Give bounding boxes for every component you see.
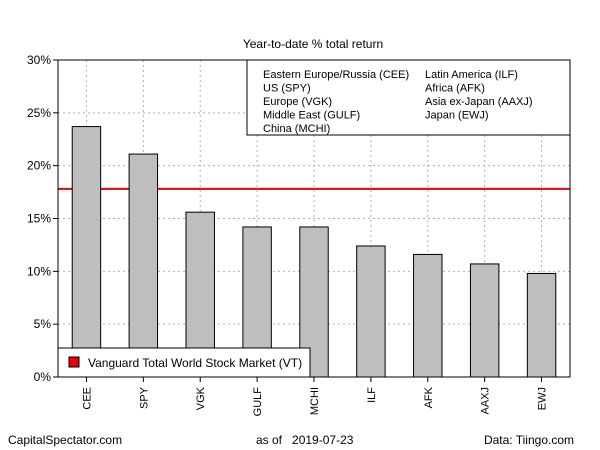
y-tick-label: 20% [27, 159, 51, 173]
y-tick-label: 25% [27, 106, 51, 120]
chart-title: Year-to-date % total return [243, 37, 383, 51]
bar-aaxj [469, 263, 500, 378]
bar-ewj [526, 272, 557, 378]
legend-top-box [246, 59, 571, 136]
legend-label-vt: Vanguard Total World Stock Market (VT) [88, 356, 302, 370]
legend-entry: Middle East (GULF) [263, 110, 360, 122]
x-tick-label: AAXJ [480, 387, 492, 415]
footer-data-source: Data: Tiingo.com [483, 433, 574, 447]
bar-ilf [356, 245, 386, 378]
legend-swatch-vt [68, 356, 80, 368]
x-tick-label: CEE [81, 387, 93, 410]
x-tick-label: VGK [195, 386, 207, 410]
y-tick-label: 10% [27, 264, 51, 278]
footer-date-value: 2019-07-23 [292, 433, 354, 447]
y-tick-label: 0% [34, 370, 52, 384]
x-tick-label: EWJ [537, 387, 549, 410]
footer-date: as of 2019-07-23 [256, 433, 353, 447]
bar-cee [71, 126, 102, 378]
x-tick-label: ILF [366, 387, 378, 403]
legend-entry: Eastern Europe/Russia (CEE) [263, 69, 409, 81]
legend-entry: Africa (AFK) [425, 83, 485, 95]
legend-entry: Asia ex-Japan (AAXJ) [425, 96, 533, 108]
y-tick-label: 15% [27, 212, 51, 226]
y-tick-label: 5% [34, 317, 52, 331]
axes: 0% 5% 10% 15% 20% 25% 30% CEE SPY VGK GULF MCHI ILF A… [27, 53, 571, 417]
footer-source-site: CapitalSpectator.com [8, 433, 123, 447]
x-tick-label: AFK [423, 386, 435, 408]
footer-date-prefix: as of [256, 433, 283, 447]
legend-entry: China (MCHI) [263, 123, 330, 135]
x-tick-label: SPY [138, 386, 150, 409]
x-tick-label: GULF [252, 387, 264, 417]
legend-bottom: Vanguard Total World Stock Market (VT) [57, 347, 311, 378]
bar-afk [413, 253, 443, 378]
legend-entry: US (SPY) [263, 83, 311, 95]
bar-spy [128, 153, 159, 378]
legend-entry: Europe (VGK) [263, 96, 332, 108]
bars [71, 126, 557, 378]
legend-bottom-box [57, 347, 311, 378]
x-tick-label: MCHI [309, 387, 321, 415]
legend-entry: Japan (EWJ) [425, 110, 489, 122]
y-tick-label: 30% [27, 53, 51, 67]
legend-top: Eastern Europe/Russia (CEE) US (SPY)Europ… [246, 59, 571, 136]
bar-chart: Year-to-date % total return 0% 5% 10% 15% 20… [27, 37, 571, 417]
legend-entry: Latin America (ILF) [425, 69, 518, 81]
